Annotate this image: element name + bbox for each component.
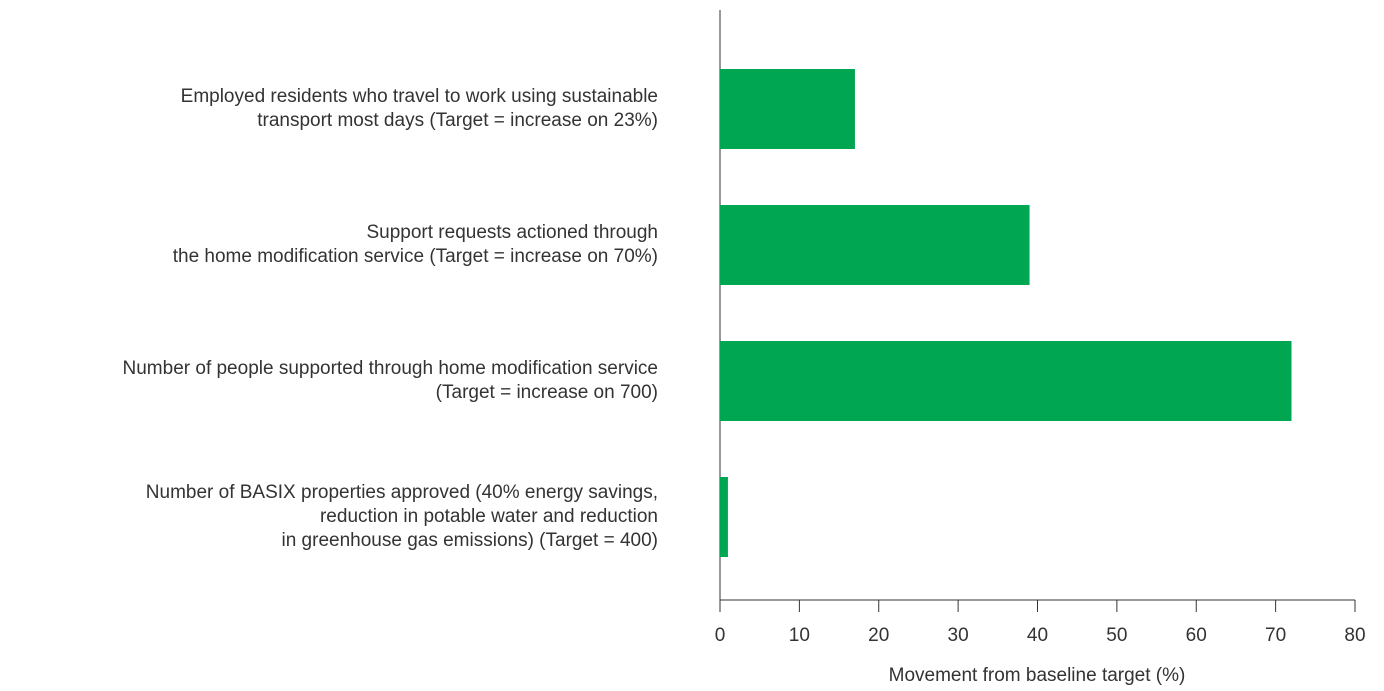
x-tick-label: 0 (715, 625, 726, 646)
bar (720, 205, 1030, 285)
x-tick-label: 40 (1027, 625, 1048, 646)
y-tick-label: Support requests actioned through the ho… (172, 222, 658, 267)
x-tick-label: 60 (1186, 625, 1207, 646)
x-tick-label: 30 (948, 625, 969, 646)
x-axis-label: Movement from baseline target (%) (889, 665, 1186, 686)
bar (720, 341, 1292, 421)
bar (720, 69, 855, 149)
bar (720, 477, 728, 557)
x-tick-label: 70 (1265, 625, 1286, 646)
y-tick-label: Number of people supported through home … (122, 358, 658, 403)
x-tick-label: 50 (1106, 625, 1127, 646)
y-tick-label: Number of BASIX properties approved (40%… (145, 482, 658, 551)
x-tick-label: 20 (868, 625, 889, 646)
y-tick-label: Employed residents who travel to work us… (180, 86, 658, 131)
x-tick-label: 80 (1344, 625, 1365, 646)
x-tick-label: 10 (789, 625, 810, 646)
